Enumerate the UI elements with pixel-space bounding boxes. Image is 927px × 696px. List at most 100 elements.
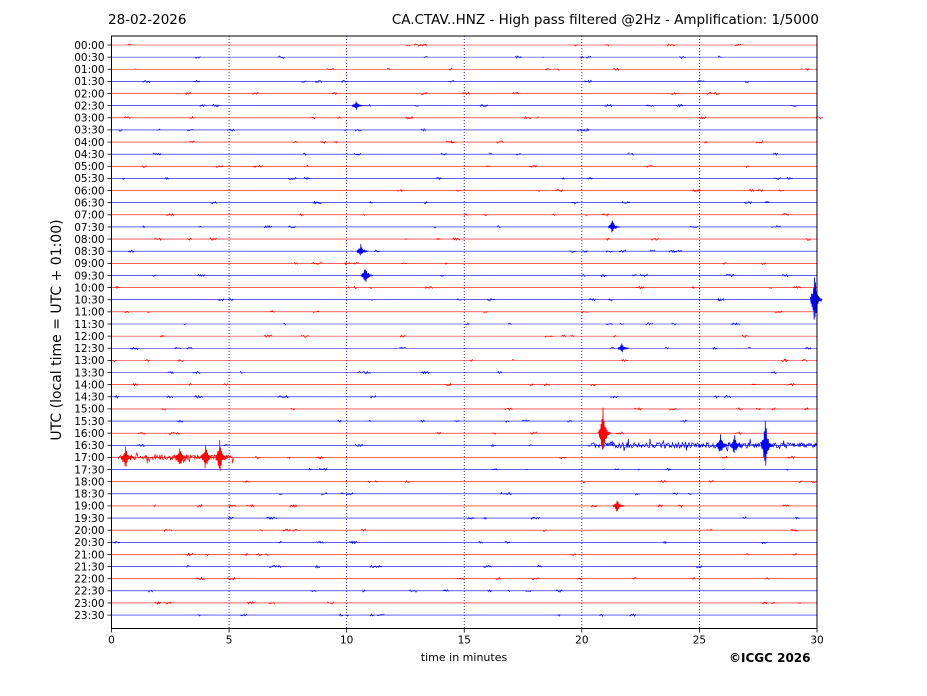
trace-noise	[308, 467, 789, 472]
y-tick-label: 21:00	[74, 549, 104, 561]
y-tick-label: 22:00	[74, 574, 104, 586]
y-tick-label: 19:00	[74, 501, 104, 513]
x-tick-label: 25	[693, 635, 706, 647]
trace-noise	[211, 200, 770, 205]
trace-noise	[113, 540, 768, 545]
trace-noise	[130, 346, 812, 351]
y-tick-label: 14:30	[74, 392, 104, 404]
event-spike	[361, 269, 374, 282]
y-tick-label: 03:30	[74, 125, 104, 137]
y-tick-label: 04:30	[74, 149, 104, 161]
y-tick-label: 11:00	[74, 307, 104, 319]
y-tick-label: 21:30	[74, 561, 104, 573]
event-spike	[760, 421, 774, 466]
y-tick-label: 03:00	[74, 113, 104, 125]
trace-noise	[197, 613, 637, 617]
y-tick-label: 02:00	[74, 88, 104, 100]
y-tick-label: 18:00	[74, 476, 104, 488]
y-tick-label: 20:30	[74, 537, 104, 549]
y-tick-label: 15:00	[74, 404, 104, 416]
trace-noise	[293, 261, 766, 266]
trace-noise	[242, 480, 816, 484]
x-tick-label: 0	[108, 635, 115, 647]
trace-noise	[147, 589, 564, 593]
event-spike	[810, 277, 823, 320]
copyright-label: ©ICGC 2026	[729, 651, 811, 665]
y-tick-label: 18:30	[74, 489, 104, 501]
trace-noise	[396, 188, 785, 193]
y-tick-label: 20:00	[74, 525, 104, 537]
trace-noise	[195, 55, 723, 60]
date-label: 28-02-2026	[108, 12, 187, 28]
trace-noise	[152, 273, 789, 278]
event-spike	[612, 500, 625, 512]
event-spike	[356, 244, 369, 256]
y-tick-label: 01:30	[74, 76, 104, 88]
trace-noise	[185, 91, 720, 96]
y-tick-label: 08:00	[74, 234, 104, 246]
noisy-segment	[590, 438, 817, 452]
y-tick-label: 00:00	[74, 40, 104, 52]
y-tick-label: 16:00	[74, 428, 104, 440]
y-tick-label: 05:00	[74, 161, 104, 173]
y-tick-label: 09:00	[74, 258, 104, 270]
trace-noise	[127, 249, 683, 253]
x-axis-label: time in minutes	[420, 651, 508, 664]
trace-noise	[154, 601, 802, 605]
y-tick-label: 02:30	[74, 100, 104, 112]
y-tick-label: 14:00	[74, 379, 104, 391]
trace-noise	[133, 67, 810, 71]
y-tick-label: 00:30	[74, 52, 104, 64]
trace-noise	[217, 297, 725, 302]
trace-noise	[141, 164, 750, 169]
y-tick-label: 16:30	[74, 440, 104, 452]
trace-noise	[163, 528, 799, 533]
event-spike	[201, 444, 214, 469]
y-tick-label: 07:30	[74, 222, 104, 234]
y-tick-label: 07:00	[74, 210, 104, 222]
trace-noise	[279, 492, 692, 496]
trace-noise	[186, 552, 798, 557]
chart-title: CA.CTAV..HNZ - High pass filtered @2Hz -…	[391, 12, 819, 28]
event-spike	[730, 435, 743, 453]
trace-noise	[142, 225, 781, 229]
event-spike	[175, 448, 188, 465]
y-tick-label: 17:30	[74, 464, 104, 476]
y-tick-label: 10:30	[74, 295, 104, 307]
y-tick-label: 22:30	[74, 586, 104, 598]
trace-noise	[142, 79, 750, 84]
trace-noise	[124, 115, 823, 120]
y-tick-label: 06:30	[74, 197, 104, 209]
y-tick-label: 01:00	[74, 64, 104, 76]
trace-noise	[199, 103, 797, 108]
trace-noise	[111, 358, 808, 363]
y-tick-label: 23:30	[74, 610, 104, 622]
trace-noise	[114, 285, 801, 290]
trace-noise	[159, 334, 749, 338]
plot-frame	[111, 35, 818, 629]
trace-noise	[153, 503, 790, 508]
y-tick-label: 13:00	[74, 355, 104, 367]
event-spike	[716, 434, 729, 452]
y-tick-label: 11:30	[74, 319, 104, 331]
x-tick-label: 5	[226, 635, 233, 647]
event-spike	[351, 101, 364, 110]
trace-noise	[186, 564, 703, 569]
trace-noise	[176, 419, 688, 423]
trace-noise	[189, 140, 764, 144]
trace-noise	[127, 43, 741, 47]
y-tick-label: 05:30	[74, 173, 104, 185]
event-spike	[121, 446, 134, 467]
trace-noise	[165, 212, 790, 217]
trace-noise	[183, 322, 740, 326]
x-tick-label: 20	[575, 635, 588, 647]
y-tick-label: 10:00	[74, 282, 104, 294]
trace-noise	[122, 176, 794, 181]
trace-noise	[227, 516, 800, 520]
y-tick-label: 17:00	[74, 452, 104, 464]
event-spike	[215, 439, 228, 471]
trace-noise	[153, 237, 811, 242]
y-tick-label: 15:30	[74, 416, 104, 428]
y-tick-label: 12:30	[74, 343, 104, 355]
